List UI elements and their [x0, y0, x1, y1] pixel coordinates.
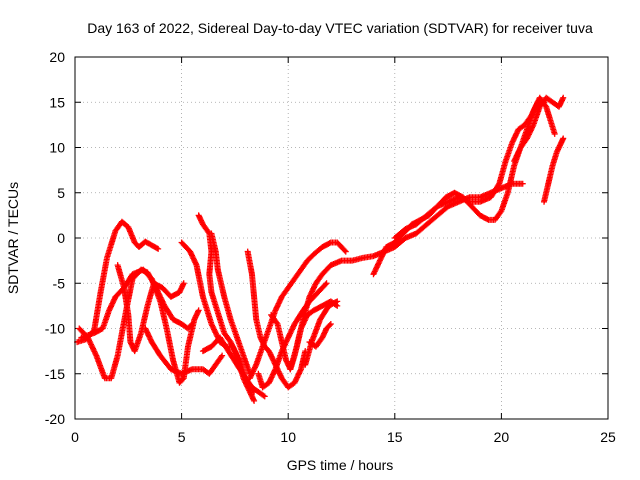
data-point: [250, 387, 257, 394]
y-tick-labels: -20 -15 -10 -5 0 5 10 15 20: [45, 49, 65, 427]
y-tick-label: 5: [57, 185, 65, 201]
data-point: [153, 245, 160, 252]
data-point: [205, 229, 212, 236]
plot-frame: [74, 56, 609, 420]
data-point: [323, 280, 330, 287]
x-tick-label: 0: [71, 429, 79, 445]
data-point: [155, 245, 162, 252]
data-point: [219, 352, 226, 359]
data-point: [180, 280, 187, 287]
series-track-1: [74, 218, 162, 346]
data-point: [251, 397, 258, 404]
data-point: [495, 181, 502, 188]
series-track-7: [195, 212, 258, 404]
series-track-19: [511, 94, 567, 165]
series-track-8: [208, 230, 253, 377]
y-tick-label: 10: [49, 140, 65, 156]
data-point: [326, 322, 333, 329]
y-tick-label: 0: [57, 230, 65, 246]
x-tick-label: 20: [494, 429, 510, 445]
y-tick-label: 15: [49, 94, 65, 110]
series-track-20: [541, 135, 567, 205]
data-point: [560, 94, 567, 101]
data-point: [195, 307, 202, 314]
series-track-16: [306, 320, 334, 350]
y-tick-label: -20: [45, 411, 65, 427]
series-track-4: [114, 262, 187, 355]
x-tick-label: 25: [600, 429, 616, 445]
data-points: [74, 94, 567, 404]
y-axis-label: SDTVAR / TECUs: [5, 182, 21, 294]
x-tick-label: 5: [178, 429, 186, 445]
data-point: [261, 393, 268, 400]
data-point: [334, 298, 341, 305]
y-tick-label: -5: [53, 275, 66, 291]
data-point: [551, 130, 558, 137]
data-point: [273, 319, 280, 326]
data-point: [260, 392, 267, 399]
series-track-15: [302, 298, 341, 368]
x-tick-labels: 0 5 10 15 20 25: [71, 429, 616, 445]
data-point: [179, 376, 186, 383]
data-point: [560, 135, 567, 142]
data-point: [327, 320, 334, 327]
chart-title: Day 163 of 2022, Sidereal Day-to-day VTE…: [87, 20, 593, 36]
data-point: [342, 248, 349, 255]
data-point: [251, 388, 258, 395]
series-track-9: [199, 334, 258, 395]
x-axis-label: GPS time / hours: [287, 457, 394, 473]
y-tick-label: -15: [45, 366, 65, 382]
y-tick-label: 20: [49, 49, 65, 65]
y-tick-label: -10: [45, 321, 65, 337]
series-track-5: [142, 325, 226, 377]
data-point: [218, 353, 225, 360]
data-point: [519, 180, 526, 187]
x-tick-label: 15: [387, 429, 403, 445]
data-point: [341, 247, 348, 254]
series-track-18: [391, 99, 548, 241]
series-track-11: [246, 239, 349, 382]
x-tick-label: 10: [280, 429, 296, 445]
data-point: [322, 281, 329, 288]
